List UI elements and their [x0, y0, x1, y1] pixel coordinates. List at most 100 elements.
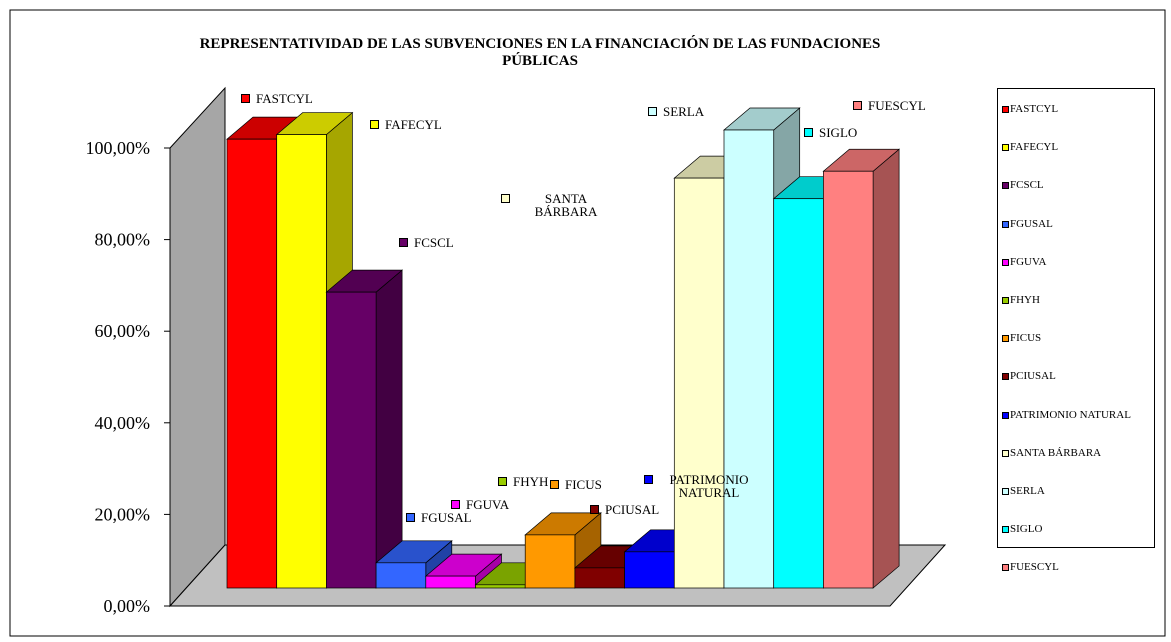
data-label: FICUS [550, 478, 602, 491]
legend-swatch [1002, 526, 1009, 534]
data-label: SERLA [648, 105, 704, 118]
legend-item: PATRIMONIO NATURAL [1002, 409, 1140, 421]
data-label: FGUVA [451, 498, 509, 511]
data-label: PATRIMONIO NATURAL [644, 473, 759, 499]
data-label-marker [241, 94, 250, 103]
bar [425, 575, 476, 589]
legend-swatch [1002, 297, 1009, 304]
data-label: PCIUSAL [590, 503, 659, 516]
data-label-marker [498, 477, 507, 486]
legend-swatch [1002, 182, 1009, 190]
bar [475, 584, 526, 589]
legend-item: SIGLO [1002, 523, 1140, 535]
legend-label: FICUS [1010, 332, 1042, 345]
legend-swatch [1002, 488, 1009, 495]
bar [574, 567, 625, 589]
legend-item: FASTCYL [1002, 103, 1140, 115]
data-label-text: FCSCL [414, 235, 454, 250]
legend-item: SANTA BÁRBARA [1002, 447, 1140, 459]
legend-swatch [1002, 220, 1009, 228]
legend-label: SERLA [1010, 485, 1045, 497]
data-label: FUESCYL [853, 99, 926, 112]
legend-item: FAFECYL [1002, 141, 1140, 153]
data-label-marker [451, 500, 460, 509]
legend-swatch [1002, 144, 1009, 152]
data-label-marker [550, 480, 559, 489]
legend-item: FICUS [1002, 332, 1140, 344]
data-label-text: FGUVA [466, 497, 510, 512]
legend-label: SIGLO [1010, 523, 1043, 536]
data-label-marker [853, 101, 862, 110]
legend-item: FGUSAL [1002, 218, 1140, 230]
legend-item: FHYH [1002, 294, 1140, 306]
y-tick-label: 20,00% [95, 504, 151, 524]
bar [524, 534, 576, 589]
legend-item: FGUVA [1002, 256, 1140, 268]
legend-label: FCSCL [1010, 179, 1044, 192]
data-label-marker [590, 505, 599, 514]
legend-label: FGUVA [1010, 255, 1047, 268]
legend-swatch [1002, 373, 1009, 381]
bar [624, 551, 675, 589]
data-label-text: SERLA [663, 104, 705, 119]
legend-label: FGUSAL [1010, 217, 1053, 230]
legend-item: SERLA [1002, 485, 1140, 497]
data-label: FASTCYL [241, 92, 313, 105]
data-label-text: FAFECYL [385, 117, 442, 132]
bar [226, 138, 278, 589]
data-label: FHYH [498, 475, 548, 488]
bar [326, 291, 377, 589]
data-label-text: SIGLO [819, 125, 858, 140]
data-label-text: SANTA BÁRBARA [534, 191, 598, 219]
y-tick-label: 60,00% [95, 321, 151, 341]
legend: FASTCYL FAFECYL FCSCL FGUSAL FGUVA FHYH FICUS P… [997, 88, 1155, 573]
legend-label: FASTCYL [1010, 103, 1059, 115]
y-tick-label: 40,00% [95, 413, 151, 433]
bar [723, 129, 775, 589]
data-label-text: FICUS [565, 477, 602, 492]
data-label-text: FUESCYL [868, 98, 926, 113]
legend-label: PATRIMONIO NATURAL [1010, 408, 1131, 421]
legend-swatch [1002, 258, 1009, 266]
legend-label: FHYH [1010, 294, 1040, 306]
legend-swatch [1002, 564, 1009, 572]
legend-item: PCIUSAL [1002, 370, 1140, 382]
legend-item: FCSCL [1002, 179, 1140, 191]
data-label-marker [648, 107, 657, 116]
data-label-text: PATRIMONIO NATURAL [669, 472, 749, 500]
bar [673, 177, 725, 589]
data-label-marker [644, 475, 653, 484]
legend-label: FAFECYL [1010, 141, 1059, 154]
data-label-marker [501, 194, 510, 203]
legend-swatch [1002, 449, 1009, 457]
y-tick-label: 80,00% [95, 230, 151, 250]
bar-side [872, 148, 900, 589]
data-label-marker [804, 128, 813, 137]
data-label-text: FHYH [513, 474, 549, 489]
data-label: FAFECYL [370, 118, 442, 131]
data-label-marker [406, 513, 415, 522]
bar [276, 134, 327, 589]
data-label-text: PCIUSAL [605, 502, 660, 517]
data-label-text: FGUSAL [421, 510, 472, 525]
data-label-marker [370, 120, 379, 129]
data-label-text: FASTCYL [256, 91, 313, 106]
data-label: SANTA BÁRBARA [501, 192, 616, 218]
legend-label: SANTA BÁRBARA [1010, 446, 1102, 459]
legend-swatch [1002, 106, 1009, 113]
data-label: SIGLO [804, 126, 857, 139]
data-label: FGUSAL [406, 511, 472, 524]
legend-label: PCIUSAL [1010, 370, 1056, 383]
bar-side [375, 269, 403, 589]
bar [823, 170, 874, 589]
back-wall [169, 86, 226, 608]
y-tick-label: 100,00% [86, 138, 151, 158]
legend-item: FUESCYL [1002, 561, 1140, 573]
data-label-marker [399, 238, 408, 247]
legend-label: FUESCYL [1010, 561, 1059, 574]
data-label: FCSCL [399, 236, 454, 249]
chart-title: REPRESENTATIVIDAD DE LAS SUBVENCIONES EN… [199, 36, 881, 69]
bar [773, 198, 824, 589]
